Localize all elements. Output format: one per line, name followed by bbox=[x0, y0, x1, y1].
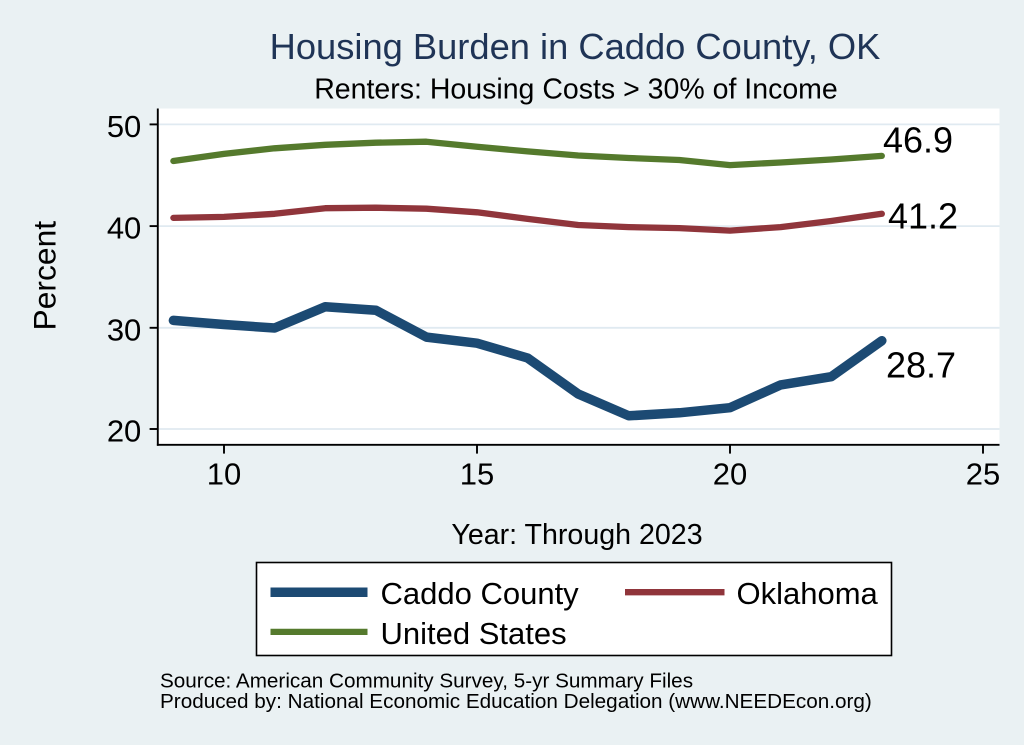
svg-text:Oklahoma: Oklahoma bbox=[737, 576, 879, 611]
svg-text:20: 20 bbox=[107, 414, 141, 449]
svg-text:Produced by: National Economic: Produced by: National Economic Education… bbox=[160, 690, 872, 713]
svg-text:46.9: 46.9 bbox=[883, 120, 953, 161]
svg-text:50: 50 bbox=[107, 109, 141, 144]
svg-text:40: 40 bbox=[107, 211, 141, 246]
svg-text:Percent: Percent bbox=[26, 221, 62, 331]
svg-text:28.7: 28.7 bbox=[886, 345, 956, 386]
svg-text:Caddo County: Caddo County bbox=[381, 576, 580, 611]
svg-text:15: 15 bbox=[460, 456, 494, 491]
svg-text:Renters: Housing Costs > 30% o: Renters: Housing Costs > 30% of Income bbox=[314, 74, 838, 106]
svg-text:41.2: 41.2 bbox=[888, 196, 958, 237]
svg-text:10: 10 bbox=[207, 456, 241, 491]
svg-text:25: 25 bbox=[966, 456, 1000, 491]
svg-text:30: 30 bbox=[107, 312, 141, 347]
svg-text:20: 20 bbox=[713, 456, 747, 491]
svg-text:Source: American Community Sur: Source: American Community Survey, 5-yr … bbox=[160, 669, 693, 692]
svg-text:Housing Burden in Caddo County: Housing Burden in Caddo County, OK bbox=[270, 26, 881, 67]
svg-text:United States: United States bbox=[381, 616, 567, 651]
svg-text:Year: Through 2023: Year: Through 2023 bbox=[451, 519, 702, 551]
